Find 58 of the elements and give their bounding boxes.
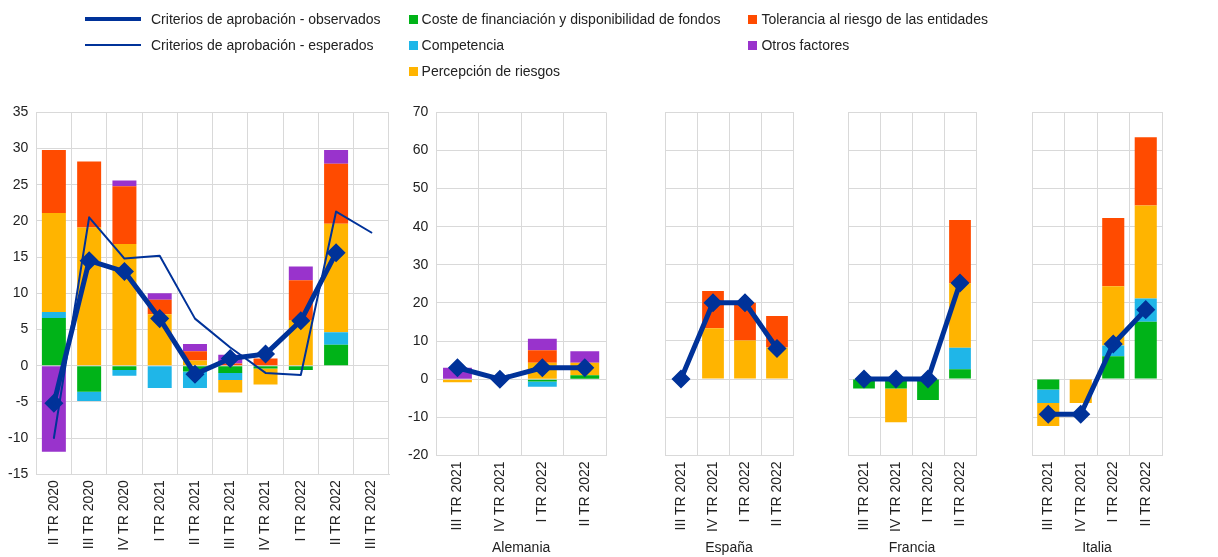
x-axis-title: Francia xyxy=(888,539,936,556)
y-tick-label: 0 xyxy=(420,370,429,387)
x-tick-label: I TR 2021 xyxy=(150,479,167,542)
x-tick-label: IV TR 2020 xyxy=(115,479,132,551)
y-tick-label: 10 xyxy=(12,284,29,301)
legend-label: Competencia xyxy=(421,37,505,53)
legend-label: Coste de financiación y disponibilidad de fondos xyxy=(421,11,721,27)
x-tick-label: IV TR 2021 xyxy=(256,479,273,551)
x-tick-label: II TR 2022 xyxy=(950,461,967,527)
x-axis-title: Italia xyxy=(1082,539,1112,556)
y-tick-label: -10 xyxy=(408,408,429,425)
x-tick-label: I TR 2022 xyxy=(735,461,752,523)
legend-label: Percepción de riesgos xyxy=(421,63,561,79)
legend-label: Criterios de aprobación - esperados xyxy=(151,37,374,53)
y-tick-label: 5 xyxy=(20,320,29,337)
x-tick-label: IV TR 2021 xyxy=(490,461,507,532)
x-tick-label: II TR 2022 xyxy=(767,461,784,527)
x-tick-label: I TR 2022 xyxy=(918,461,935,523)
x-tick-label: I TR 2022 xyxy=(533,461,550,523)
legend-label: Criterios de aprobación - observados xyxy=(151,11,381,27)
y-tick-label: 25 xyxy=(12,175,29,192)
x-tick-label: III TR 2021 xyxy=(854,461,871,531)
y-tick-label: 30 xyxy=(412,255,429,272)
y-tick-label: -20 xyxy=(408,446,429,463)
y-tick-label: -5 xyxy=(15,392,29,409)
x-tick-label: I TR 2022 xyxy=(1104,461,1121,523)
x-tick-label: II TR 2020 xyxy=(44,479,61,546)
y-tick-label: 50 xyxy=(412,179,429,196)
y-tick-label: 40 xyxy=(412,217,429,234)
x-tick-label: IV TR 2021 xyxy=(1071,461,1088,532)
x-tick-label: III TR 2020 xyxy=(80,479,97,550)
y-tick-label: 10 xyxy=(412,331,429,348)
y-tick-label: -15 xyxy=(8,465,29,482)
x-tick-label: III TR 2021 xyxy=(221,479,238,550)
y-tick-label: 20 xyxy=(412,293,429,310)
x-axis-title: Alemania xyxy=(491,539,551,556)
x-tick-label: II TR 2022 xyxy=(1136,461,1153,527)
x-tick-label: III TR 2022 xyxy=(362,479,379,550)
y-tick-label: 0 xyxy=(20,356,29,373)
legend-label: Otros factores xyxy=(761,37,850,53)
x-tick-label: IV TR 2021 xyxy=(703,461,720,532)
y-tick-label: 35 xyxy=(12,103,29,120)
x-tick-label: II TR 2022 xyxy=(326,479,343,546)
x-tick-label: II TR 2021 xyxy=(185,479,202,546)
x-tick-label: III TR 2021 xyxy=(1039,461,1056,531)
y-tick-label: 60 xyxy=(412,141,429,158)
x-tick-label: III TR 2021 xyxy=(448,461,465,531)
y-tick-label: 70 xyxy=(412,103,429,120)
y-tick-label: 15 xyxy=(12,247,29,264)
x-tick-label: IV TR 2021 xyxy=(886,461,903,532)
x-axis-title: España xyxy=(705,539,753,556)
y-tick-label: 30 xyxy=(12,139,29,156)
y-tick-label: -10 xyxy=(8,428,29,445)
x-tick-label: III TR 2021 xyxy=(671,461,688,531)
x-tick-label: I TR 2022 xyxy=(291,479,308,542)
y-tick-label: 20 xyxy=(12,211,29,228)
legend-label: Tolerancia al riesgo de las entidades xyxy=(761,11,988,27)
x-tick-label: II TR 2022 xyxy=(575,461,592,527)
